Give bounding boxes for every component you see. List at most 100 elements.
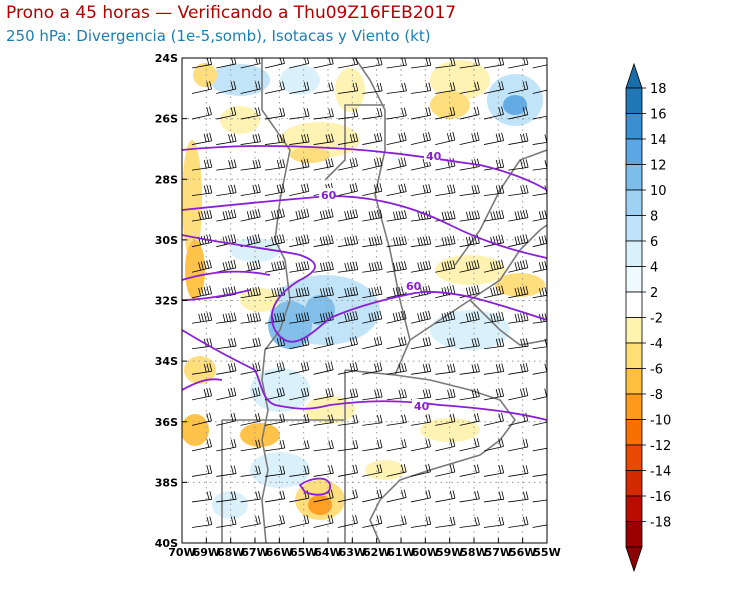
wind-barb [216,259,237,273]
wind-barb [508,491,529,503]
colorbar-label: -16 [650,490,671,505]
wind-barb [532,115,547,120]
colorbar-label: 8 [650,210,658,225]
wind-barb [362,157,383,171]
wind-barb [459,132,480,145]
longitude-tick-label: 67W [241,546,268,559]
wind-barb [240,184,261,197]
wind-barb [289,514,310,528]
wind-barb [362,464,383,477]
wind-barb [264,312,286,324]
wind-barb [313,133,334,145]
colorbar-segment [625,368,643,395]
wind-barb [459,311,480,324]
longitude-tick-label: 69W [193,546,220,559]
wind-barb [313,58,334,69]
wind-barb [337,157,358,171]
wind-barb [483,412,504,426]
wind-barb [435,210,456,222]
colorbar-label: -18 [650,516,671,531]
wind-barb [313,82,334,94]
wind-barb [362,209,383,222]
wind-barb [313,361,334,375]
wind-barb [508,184,529,197]
wind-barb [508,209,529,222]
wind-barb [240,337,261,350]
wind-barb [410,82,432,94]
wind-barb [435,260,456,273]
wind-barb [313,208,334,222]
wind-barb [313,158,334,171]
wind-barb [386,310,407,324]
wind-barb [386,515,407,528]
wind-barb [240,465,261,477]
wind-barb [216,465,237,477]
wind-barb [313,235,334,248]
wind-barb [532,388,547,401]
wind-barb [362,82,383,94]
wind-barb [216,439,237,452]
wind-barb [508,516,529,528]
wind-barb [362,286,383,299]
wind-barb [264,361,285,375]
colorbar-segment [625,215,643,242]
wind-barb [216,106,237,120]
colorbar-label: 14 [650,133,667,148]
wind-barb [508,362,529,375]
wind-barb [532,363,547,375]
wind-barb [289,208,310,222]
wind-barb [337,311,358,324]
wind-barb [289,58,310,69]
colorbar: 18 16 14 12 10 8 6 4 2 -2 -4 -6 -8 -10 -12 -14 -16 -18 [625,62,671,573]
wind-barb [386,261,407,273]
wind-barb [386,389,407,401]
wind-barb [264,81,285,94]
colorbar-label: 2 [650,286,658,301]
lat-lon-grid [182,58,547,543]
wind-barb [362,439,383,452]
wind-barb [264,107,286,120]
wind-barb [313,514,334,528]
longitude-tick-label: 57W [485,546,512,559]
wind-barb [313,286,334,299]
wind-barb [191,159,213,171]
wind-barb [386,362,407,375]
wind-barb [435,438,456,452]
wind-barb [386,132,407,145]
wind-barb [191,412,212,426]
colorbar-label: -14 [650,465,671,480]
wind-barb [216,387,237,401]
wind-barb [191,387,212,401]
wind-barb [386,489,407,503]
wind-barb [191,106,212,120]
wind-barb [264,133,286,145]
colorbar-label: -8 [650,388,663,403]
colorbar-segment [625,470,643,497]
wind-barb [240,260,261,273]
wind-barb [532,499,547,503]
wind-barb [337,388,359,401]
wind-barb [191,234,212,248]
wind-barb [191,285,212,299]
colorbar-label: 6 [650,235,658,250]
wind-barb [337,133,359,145]
colorbar-bottom-arrow [625,546,643,573]
colorbar-segment [625,444,643,471]
wind-barb [435,516,456,528]
colorbar-segment [625,419,643,446]
wind-barb [289,312,310,324]
wind-barb [362,132,383,145]
longitude-tick-label: 60W [412,546,439,559]
colorbar-segment [625,317,643,344]
wind-barb [386,439,407,452]
wind-barb [337,286,359,299]
wind-barb [435,463,456,477]
wind-barb [386,82,407,94]
wind-barb [191,516,213,528]
longitude-tick-label: 65W [290,546,317,559]
colorbar-segment [625,291,643,318]
wind-barb [386,210,407,222]
wind-barb [508,106,529,120]
wind-barb [483,106,504,120]
isotach-labels: 40 60 60 40 [319,149,442,413]
